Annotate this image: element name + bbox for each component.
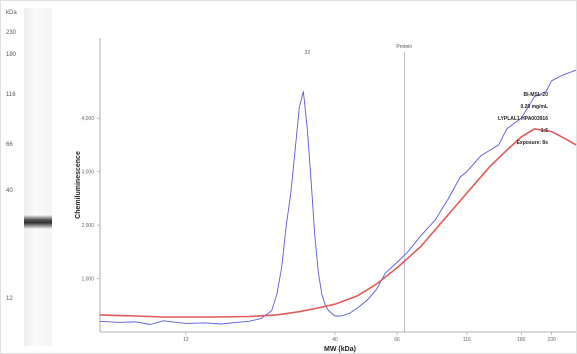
lane-marker-180: 180 (6, 52, 17, 59)
y-tick-label: 4,000 (81, 116, 94, 122)
x-tick-label: 180 (517, 337, 526, 343)
x-tick-label: 116 (463, 337, 471, 343)
legend-line: 0.20 mg/mL (520, 104, 548, 110)
series-line-baseline (99, 128, 577, 318)
y-tick-label: 1,000 (81, 277, 94, 283)
gel-lane (24, 8, 52, 346)
x-axis-title: MW (kDa) (324, 346, 356, 353)
x-tick-label: 66 (394, 337, 400, 343)
lane-marker-40: 40 (6, 187, 13, 194)
peak-annotation: 32 (305, 50, 311, 56)
legend-line: BI-MSL-20 (524, 92, 549, 98)
lane-marker-116: 116 (6, 91, 16, 98)
gel-band (24, 215, 52, 229)
x-tick-label: 40 (332, 337, 338, 343)
protein-annotation: Protein (396, 44, 412, 50)
y-tick-label: 2,000 (81, 223, 94, 229)
y-axis-title: Chemiluminescence (75, 151, 82, 219)
lane-marker-66: 66 (6, 142, 13, 149)
lane-marker-12: 12 (6, 296, 13, 302)
legend-line: LYPLAL1 HPA003916 (498, 116, 548, 122)
x-tick-label: 12 (183, 337, 189, 343)
lane-panel: kDa 230 180 116 66 40 12 (0, 0, 62, 354)
lane-marker-230: 230 (6, 30, 17, 36)
series-line-electropherogram (99, 69, 577, 325)
legend-line: Exposure: 8s (517, 140, 549, 146)
lane-unit-label: kDa (6, 10, 17, 16)
legend-line: 1:5 (541, 128, 548, 134)
x-tick-label: 230 (547, 337, 556, 343)
y-tick-label: 3,000 (81, 170, 94, 176)
